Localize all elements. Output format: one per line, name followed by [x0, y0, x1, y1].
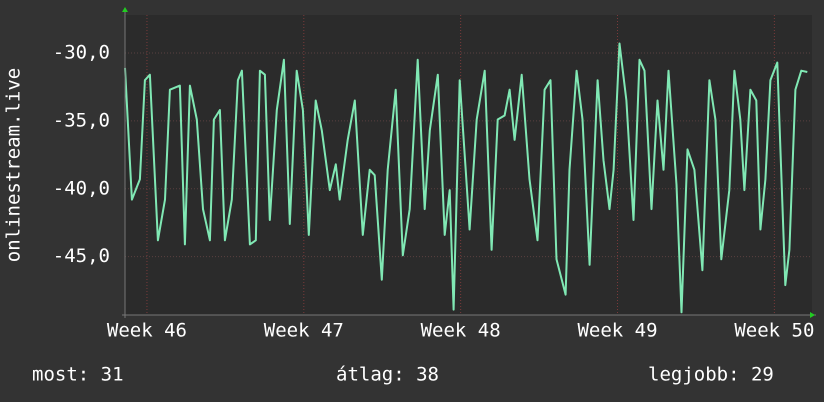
y-tick-label: -45,0 — [53, 245, 110, 267]
x-arrow — [810, 312, 815, 318]
x-tick-label: Week 49 — [577, 320, 657, 342]
series-line — [124, 42, 808, 314]
y-axis-label: onlinestream.live — [3, 68, 25, 262]
footer-current: most: 31 — [32, 364, 124, 386]
grid — [125, 15, 812, 315]
x-tick-label: Week 47 — [264, 320, 344, 342]
y-tick-label: -35,0 — [53, 109, 110, 131]
footer-best: legjobb: 29 — [648, 364, 774, 386]
x-tick-label: Week 50 — [734, 320, 814, 342]
y-arrow — [122, 7, 128, 12]
plot-area — [125, 15, 812, 315]
footer-average: átlag: 38 — [336, 364, 439, 386]
plot — [124, 42, 808, 314]
y-tick-label: -30,0 — [53, 42, 110, 64]
y-tick-label: -40,0 — [53, 177, 110, 199]
x-tick-label: Week 46 — [107, 320, 187, 342]
x-tick-label: Week 48 — [421, 320, 501, 342]
